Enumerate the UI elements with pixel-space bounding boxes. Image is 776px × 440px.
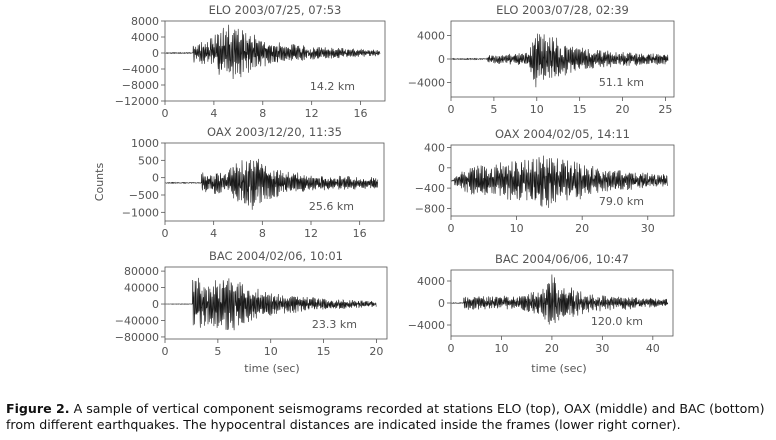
y-tick-label: −500 [129, 189, 159, 202]
x-tick-label: 16 [354, 107, 368, 120]
y-tick-label: 0 [438, 53, 445, 66]
x-tick-label: 0 [162, 107, 169, 120]
y-tick-label: 8000 [131, 15, 159, 28]
plot-frame [164, 142, 385, 222]
x-tick-label: 10 [264, 345, 278, 358]
x-axis-label-right: time (sec) [531, 362, 586, 375]
x-tick-label: 8 [259, 107, 266, 120]
x-tick-label: 15 [573, 103, 587, 116]
caption-label: Figure 2. [6, 401, 70, 416]
panel-elo-1: ELO 2003/07/25, 07:53−12000−8000−4000040… [115, 3, 386, 120]
panel-bac-1: BAC 2004/02/06, 10:01 −80000 −40000 0 40000 8… [115, 249, 388, 358]
panel-title: OAX 2004/02/05, 14:11 [495, 127, 630, 141]
x-tick-label: 20 [545, 342, 559, 355]
y-tick-label: 4000 [417, 30, 445, 43]
y-axis-label: Counts [93, 163, 106, 202]
y-tick-label: −8000 [122, 79, 159, 92]
y-tick-label: 0 [152, 298, 159, 311]
x-tick-label: 15 [317, 345, 331, 358]
plot-frame [164, 266, 388, 340]
distance-label: 23.3 km [312, 318, 357, 331]
figure-caption: Figure 2. A sample of vertical component… [6, 401, 770, 433]
x-tick-label: 5 [490, 103, 497, 116]
seismogram-trace [165, 158, 379, 210]
x-tick-label: 0 [448, 103, 455, 116]
y-tick-label: −800 [415, 202, 445, 215]
panel-title: BAC 2004/02/06, 10:01 [209, 249, 343, 263]
seismogram-figure: ELO 2003/07/25, 07:53−12000−8000−4000040… [93, 3, 675, 375]
y-tick-label: 4000 [131, 31, 159, 44]
x-tick-label: 10 [494, 342, 508, 355]
y-tick-label: −1000 [122, 206, 159, 219]
y-tick-label: −40000 [115, 314, 159, 327]
x-tick-label: 0 [162, 227, 169, 240]
panel-title: OAX 2003/12/20, 11:35 [207, 125, 342, 139]
x-tick-label: 30 [595, 342, 609, 355]
distance-label: 25.6 km [309, 200, 354, 213]
distance-label: 14.2 km [310, 80, 355, 93]
x-tick-label: 20 [616, 103, 630, 116]
x-tick-label: 0 [448, 222, 455, 235]
x-tick-label: 4 [210, 227, 217, 240]
x-tick-label: 20 [575, 222, 589, 235]
y-tick-label: 80000 [124, 265, 159, 278]
y-tick-label: 0 [438, 297, 445, 310]
y-tick-label: −4000 [408, 76, 445, 89]
caption-text: A sample of vertical component seismogra… [6, 401, 765, 432]
y-tick-label: −12000 [115, 95, 159, 108]
panel-elo-2: ELO 2003/07/28, 02:39 −4000 0 4000 0 5 10 15 20 2… [408, 3, 675, 116]
x-axis-label-left: time (sec) [244, 362, 299, 375]
seismogram-trace [451, 33, 669, 88]
y-tick-label: −4000 [122, 63, 159, 76]
y-tick-label: −80000 [115, 331, 159, 344]
y-tick-label: 500 [138, 154, 159, 167]
y-tick-label: 0 [438, 162, 445, 175]
x-tick-label: 0 [162, 345, 169, 358]
seismogram-trace [451, 274, 669, 325]
y-tick-label: 1000 [131, 137, 159, 150]
x-tick-label: 12 [305, 107, 319, 120]
x-tick-label: 0 [448, 342, 455, 355]
seismogram-trace [165, 24, 381, 80]
panel-title: ELO 2003/07/28, 02:39 [496, 3, 629, 17]
x-tick-label: 5 [214, 345, 221, 358]
x-tick-label: 20 [369, 345, 383, 358]
x-tick-label: 8 [259, 227, 266, 240]
distance-label: 51.1 km [599, 76, 644, 89]
x-tick-label: 40 [646, 342, 660, 355]
x-tick-label: 10 [510, 222, 524, 235]
y-tick-label: 0 [152, 47, 159, 60]
distance-label: 120.0 km [591, 315, 643, 328]
y-tick-label: −400 [415, 182, 445, 195]
seismogram-trace [451, 155, 668, 208]
x-tick-label: 10 [530, 103, 544, 116]
x-tick-label: 4 [210, 107, 217, 120]
plot-frame [450, 144, 675, 217]
x-tick-label: 16 [353, 227, 367, 240]
plot-frame [164, 20, 386, 102]
x-tick-label: 25 [658, 103, 672, 116]
panel-title: BAC 2004/06/06, 10:47 [495, 252, 629, 266]
y-tick-label: 4000 [417, 275, 445, 288]
seismogram-trace [165, 277, 377, 331]
panel-title: ELO 2003/07/25, 07:53 [209, 3, 342, 17]
panel-oax-1: OAX 2003/12/20, 11:35 −1000 −500 0 500 1000 0 4… [122, 125, 385, 240]
y-tick-label: 0 [152, 172, 159, 185]
y-tick-label: 40000 [124, 282, 159, 295]
x-tick-label: 12 [304, 227, 318, 240]
y-tick-label: 400 [424, 142, 445, 155]
y-tick-label: −4000 [408, 319, 445, 332]
distance-label: 79.0 km [599, 195, 644, 208]
panel-oax-2: OAX 2004/02/05, 14:11 −800 −400 0 400 0 10 20 30… [415, 127, 675, 235]
x-tick-label: 30 [641, 222, 655, 235]
